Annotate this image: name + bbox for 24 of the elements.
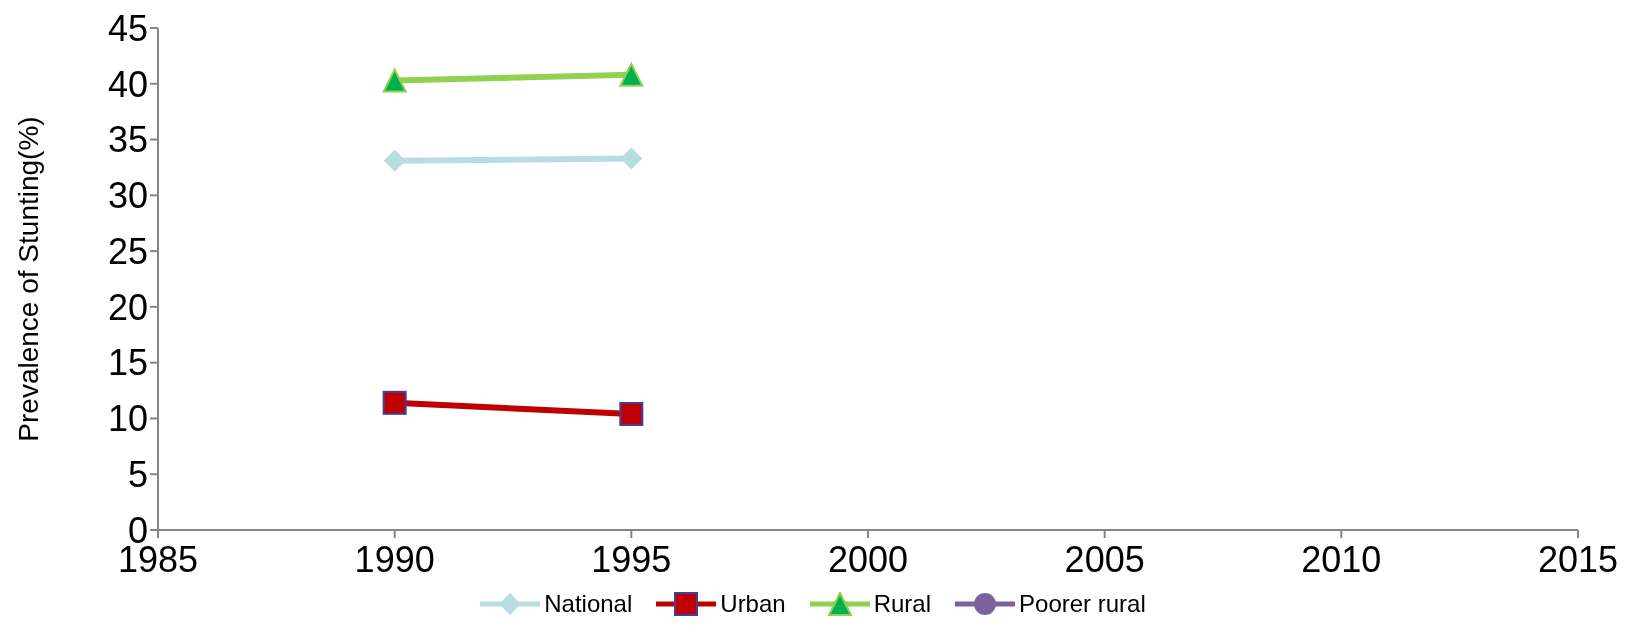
x-tick-label: 2005: [1064, 538, 1145, 580]
y-tick-label: 30: [107, 175, 148, 217]
x-tick-label: 2010: [1301, 538, 1382, 580]
x-tick-label: 1995: [591, 538, 672, 580]
x-tick-label: 2000: [827, 538, 909, 580]
y-axis-title: Prevalence of Stunting(%): [12, 116, 44, 442]
y-tick-label: 10: [107, 398, 148, 440]
point: [619, 401, 644, 426]
legend-label: Rural: [873, 590, 932, 618]
point: [620, 147, 643, 170]
x-tick-label: 1990: [354, 538, 435, 580]
y-tick-label: 35: [107, 119, 148, 161]
legend-label: Poorer rural: [1019, 590, 1146, 618]
y-tick-label: 45: [107, 7, 148, 49]
y-tick-label: 40: [107, 63, 148, 105]
y-tick-label: 20: [107, 286, 148, 328]
legend-label: National: [544, 590, 633, 618]
legend-label: Urban: [720, 590, 786, 618]
point: [382, 390, 407, 415]
y-tick-label: 15: [107, 342, 148, 384]
y-tick-label: 25: [107, 230, 148, 272]
y-tick-label: 5: [127, 454, 148, 495]
x-tick-label: 2015: [1537, 538, 1619, 580]
point: [383, 149, 406, 172]
